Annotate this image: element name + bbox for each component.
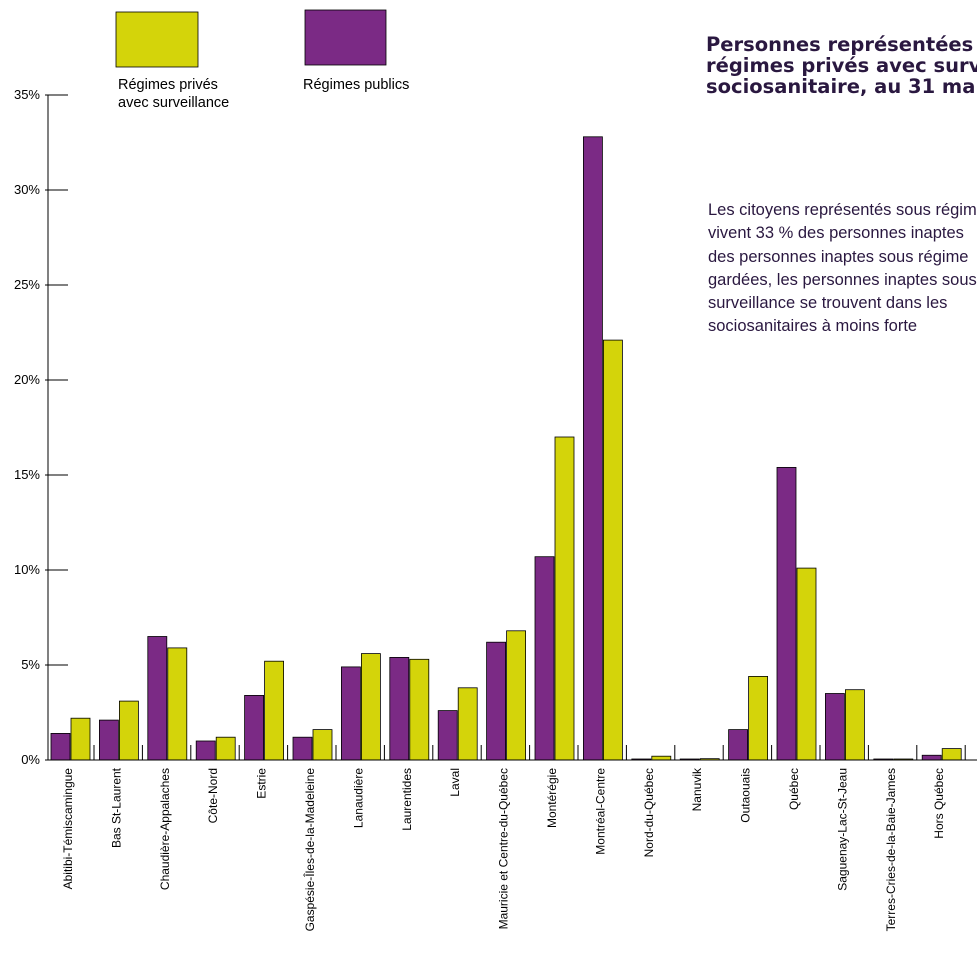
legend: Régimes privés avec surveillance Régimes p… [116, 10, 409, 111]
y-tick-label: 15% [14, 467, 40, 482]
bar [777, 467, 796, 760]
bar [51, 733, 70, 760]
x-tick-label: Montérégie [545, 768, 559, 828]
bar [845, 690, 864, 760]
x-tick-label: Nord-du-Québec [642, 768, 656, 857]
x-tick-label: Québec [787, 768, 801, 810]
bar [922, 755, 941, 760]
y-axis: 0% 5% 10% 15% 20% 25% 30% 35% [14, 87, 68, 767]
x-tick-label: Lanaudière [351, 768, 365, 828]
y-tick-label: 10% [14, 562, 40, 577]
legend-label: avec surveillance [118, 95, 229, 111]
y-tick-label: 25% [14, 277, 40, 292]
x-tick-label: Estrie [255, 768, 269, 799]
x-tick-label: Laval [448, 768, 462, 797]
bar [293, 737, 312, 760]
x-tick-label: Abitibi-Témiscamingue [61, 768, 75, 890]
description-line: gardées, les personnes inaptes sous [708, 269, 977, 292]
bar [99, 720, 118, 760]
x-tick-label: Montréal-Centre [593, 768, 607, 855]
bar [652, 756, 671, 760]
x-tick-label: Terres-Cries-de-la-Baie-James [884, 768, 898, 931]
bar [535, 557, 554, 760]
bar [265, 661, 284, 760]
x-tick-label: Nanuvik [690, 767, 704, 811]
bar [603, 340, 622, 760]
x-tick-label: Bas St-Laurent [109, 767, 123, 848]
x-tick-label: Côte-Nord [206, 768, 220, 823]
bar [555, 437, 574, 760]
bar [438, 711, 457, 760]
x-tick-label: Gaspésie-Îles-de-la-Madeleine [302, 768, 317, 932]
x-tick-label: Saguenay-Lac-St-Jeau [835, 768, 849, 891]
bar [361, 654, 380, 760]
x-tick-label: Mauricie et Centre-du-Québec [497, 768, 511, 929]
x-axis: Abitibi-Témiscamingue Bas St-Laurent Chaud… [48, 745, 977, 931]
bar [168, 648, 187, 760]
title-line: Personnes représentées par [706, 34, 977, 55]
y-tick-label: 5% [21, 657, 40, 672]
bar [458, 688, 477, 760]
description-line: Les citoyens représentés sous régime [708, 199, 977, 222]
bar [119, 701, 138, 760]
bar [410, 659, 429, 760]
bar [487, 642, 506, 760]
x-tick-label: Outaouais [739, 768, 753, 823]
x-tick-label: Chaudière-Appalaches [158, 768, 172, 890]
bar [797, 568, 816, 760]
bar [216, 737, 235, 760]
description-line: surveillance se trouvent dans les [708, 292, 977, 315]
y-tick-label: 0% [21, 752, 40, 767]
bar [245, 695, 264, 760]
legend-swatch [116, 12, 198, 67]
bar [729, 730, 748, 760]
description-line: sociosanitaires à moins forte [708, 315, 977, 338]
x-tick-label: Laurentides [400, 768, 414, 831]
legend-swatch [305, 10, 386, 65]
bar [148, 637, 167, 761]
title-line: régimes privés avec surveillance [706, 55, 977, 76]
bar [196, 741, 215, 760]
legend-label: Régimes publics [303, 77, 409, 93]
bar [71, 718, 90, 760]
bar [507, 631, 526, 760]
bar [583, 137, 602, 760]
y-tick-label: 35% [14, 87, 40, 102]
bar [942, 749, 961, 760]
title-line: sociosanitaire, au 31 mars [706, 76, 977, 97]
legend-label: Régimes privés [118, 77, 218, 93]
description-text: Les citoyens représentés sous régime viv… [708, 199, 977, 339]
x-tick-label: Hors Québec [932, 768, 946, 839]
bar [390, 657, 409, 760]
description-line: vivent 33 % des personnes inaptes [708, 222, 977, 245]
bar [825, 694, 844, 761]
y-tick-label: 30% [14, 182, 40, 197]
bar [313, 730, 332, 760]
description-line: des personnes inaptes sous régime [708, 246, 977, 269]
y-tick-label: 20% [14, 372, 40, 387]
chart-title: Personnes représentées par régimes privé… [706, 34, 977, 97]
bar [749, 676, 768, 760]
bar [341, 667, 360, 760]
